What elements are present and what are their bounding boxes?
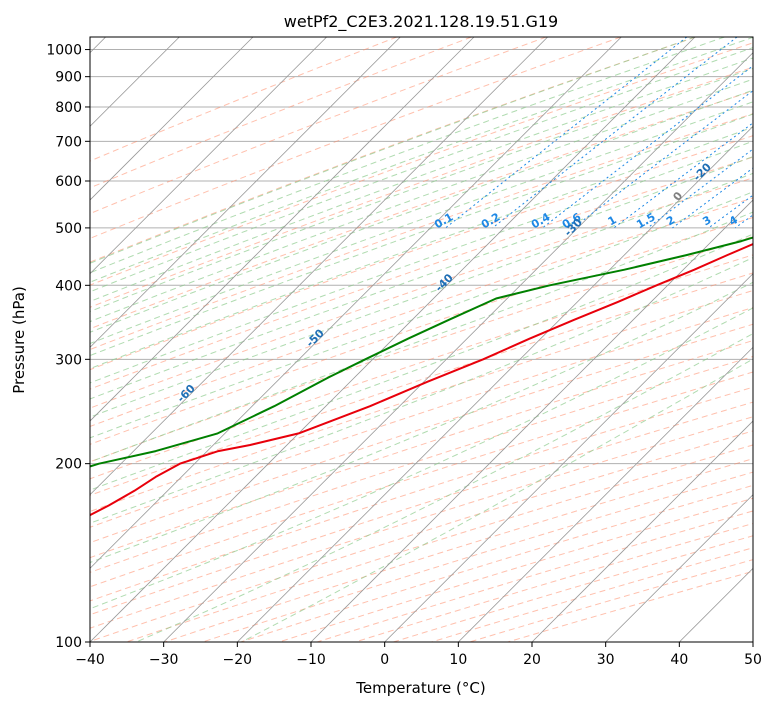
- mixing-ratio-lines: [445, 37, 753, 229]
- x-axis-label: Temperature (°C): [355, 679, 485, 697]
- pressure-gridlines: [90, 49, 753, 642]
- y-tick-label: 500: [55, 221, 82, 237]
- isotherm--100: [90, 37, 254, 201]
- x-tick-label: 50: [744, 652, 762, 668]
- moist-adiabat--32: [90, 37, 753, 283]
- isotherm-0: [384, 273, 753, 642]
- moist-adiabat--12: [90, 89, 753, 333]
- isotherm--20: [237, 125, 753, 642]
- dry-adiabat-340: [90, 254, 753, 480]
- moist-adiabat-12: [90, 172, 753, 418]
- plot-frame: [89, 36, 754, 643]
- dry-adiabat-530: [393, 535, 753, 642]
- moist-adiabat-28: [90, 257, 753, 524]
- temperature-profile-line: [90, 242, 753, 517]
- moist-adiabat-40: [136, 333, 753, 642]
- isotherm--80: [90, 37, 401, 348]
- moist-adiabat--4: [90, 113, 753, 357]
- isotherm--50: [90, 37, 622, 569]
- x-tick-label: −30: [149, 652, 179, 668]
- dry-adiabat-460: [126, 444, 753, 642]
- isotherm--30: [163, 52, 753, 642]
- dry-adiabat-260: [90, 90, 753, 330]
- dry-adiabat-380: [90, 323, 753, 544]
- isotherm--90: [90, 37, 327, 275]
- y-tick-label: 600: [55, 174, 82, 190]
- moist-adiabat-20: [90, 211, 753, 463]
- dry-adiabat-330: [90, 235, 753, 463]
- dry-adiabat-310: [90, 197, 753, 427]
- dry-adiabat-230: [90, 37, 696, 263]
- moist-adiabat-24: [90, 233, 753, 491]
- x-tick-label: 30: [597, 652, 615, 668]
- dry-adiabat-190: [90, 37, 397, 162]
- mixing-ratio-line-1: [613, 122, 753, 229]
- dry-adiabat-480: [202, 471, 753, 642]
- dewpoint-profile-line: [90, 236, 753, 468]
- x-tick-label: 10: [449, 652, 467, 668]
- axis-ticks: −40 −30 −20 −10 0 10 20 30 40 50 1000 900 800 700 600 5…: [46, 43, 762, 668]
- dry-adiabat-210: [90, 37, 547, 215]
- moist-adiabat--8: [90, 101, 753, 345]
- y-tick-label: 100: [55, 635, 82, 651]
- dry-adiabat-350: [90, 272, 753, 496]
- moist-adiabat--40: [90, 37, 696, 264]
- isotherm--60: [90, 37, 548, 496]
- isotherm--70: [90, 37, 475, 422]
- y-tick-label: 200: [55, 457, 82, 473]
- y-tick-label: 700: [55, 134, 82, 150]
- dry-adiabat-450: [90, 430, 753, 642]
- isotherms: [90, 37, 753, 642]
- y-tick-label: 300: [55, 352, 82, 368]
- mixing-ratio-line-0.2: [492, 37, 738, 229]
- dry-adiabat-320: [90, 216, 753, 445]
- y-tick-label: 1000: [46, 43, 82, 59]
- y-tick-label: 400: [55, 278, 82, 294]
- moist-adiabat-4: [90, 140, 753, 384]
- isotherm-10: [458, 346, 753, 642]
- dry-adiabat-490: [240, 484, 753, 642]
- chart-title: wetPf2_C2E3.2021.128.19.51.G19: [284, 12, 558, 32]
- isotherm-30: [605, 494, 753, 642]
- x-tick-label: −40: [75, 652, 105, 668]
- moist-adiabat-44: [241, 358, 753, 642]
- moist-adiabat-32: [90, 281, 753, 564]
- dry-adiabat-440: [90, 416, 753, 629]
- isotherm-20: [531, 420, 753, 642]
- moist-adiabat--36: [90, 37, 725, 274]
- adiabat-labels: 0.10.20.40.611.52346810131620253036-100-…: [175, 160, 741, 405]
- moist-adiabat-8: [90, 156, 753, 400]
- x-tick-label: 0: [380, 652, 389, 668]
- dry-adiabat-370: [90, 306, 753, 528]
- moist-adiabat--28: [90, 47, 753, 293]
- isotherm--40: [90, 37, 696, 642]
- mixing-ratio-line-0.1: [445, 37, 688, 229]
- isotherm--10: [310, 199, 753, 642]
- y-axis-label: Pressure (hPa): [10, 286, 28, 394]
- dry-adiabat-250: [90, 66, 753, 308]
- dry-adiabat-360: [90, 289, 753, 513]
- x-tick-label: 20: [523, 652, 541, 668]
- dry-adiabat-390: [90, 340, 753, 559]
- x-tick-label: 40: [670, 652, 688, 668]
- dry-adiabat-220: [90, 37, 622, 239]
- dry-adiabat-270: [90, 113, 753, 351]
- x-tick-label: −20: [223, 652, 253, 668]
- sounding-profiles: [90, 236, 753, 517]
- dry-adiabat-470: [164, 458, 753, 642]
- x-tick-label: −10: [296, 652, 326, 668]
- dry-adiabats: [90, 37, 753, 642]
- y-tick-label: 800: [55, 100, 82, 116]
- y-tick-label: 900: [55, 70, 82, 86]
